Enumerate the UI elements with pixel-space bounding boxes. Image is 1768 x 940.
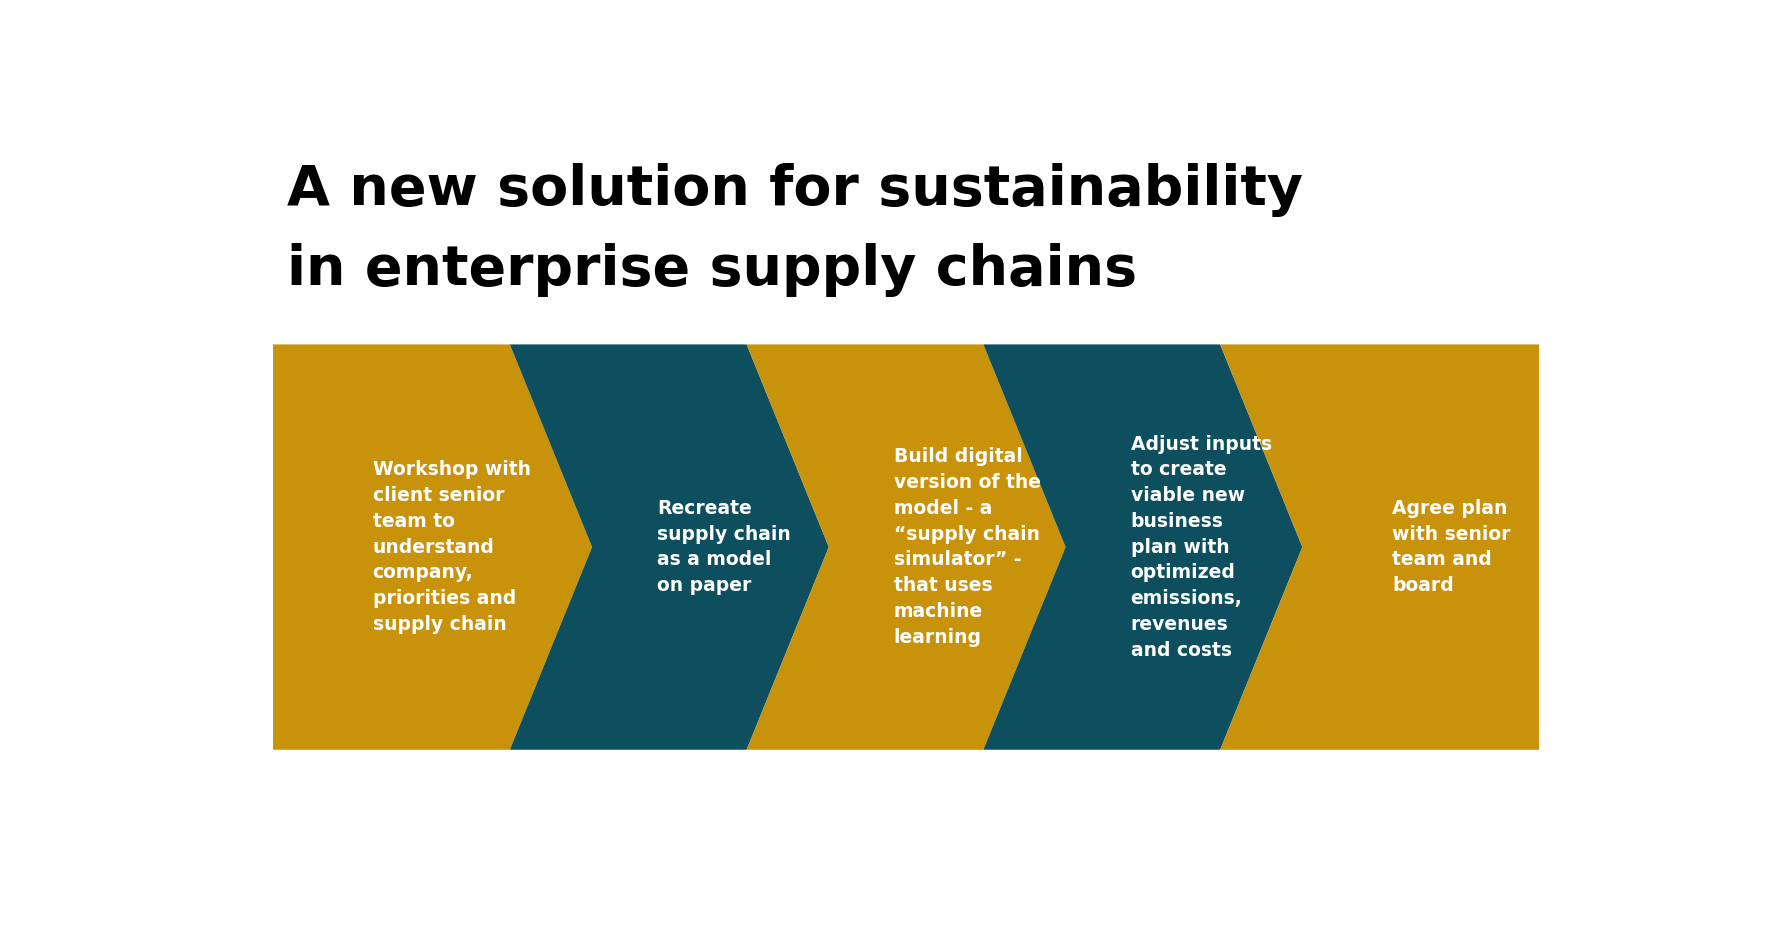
Text: in enterprise supply chains: in enterprise supply chains: [286, 243, 1137, 297]
Text: Workshop with
client senior
team to
understand
company,
priorities and
supply ch: Workshop with client senior team to unde…: [373, 461, 530, 634]
Polygon shape: [746, 344, 1066, 750]
Text: Agree plan
with senior
team and
board: Agree plan with senior team and board: [1393, 499, 1512, 595]
Polygon shape: [983, 344, 1303, 750]
Polygon shape: [509, 344, 829, 750]
Polygon shape: [1220, 344, 1540, 750]
Text: Adjust inputs
to create
viable new
business
plan with
optimized
emissions,
reven: Adjust inputs to create viable new busin…: [1130, 434, 1271, 660]
Text: A new solution for sustainability: A new solution for sustainability: [286, 164, 1303, 217]
Text: Recreate
supply chain
as a model
on paper: Recreate supply chain as a model on pape…: [658, 499, 790, 595]
Text: Build digital
version of the
model - a
“supply chain
simulator” -
that uses
mach: Build digital version of the model - a “…: [895, 447, 1041, 647]
Polygon shape: [272, 344, 592, 750]
